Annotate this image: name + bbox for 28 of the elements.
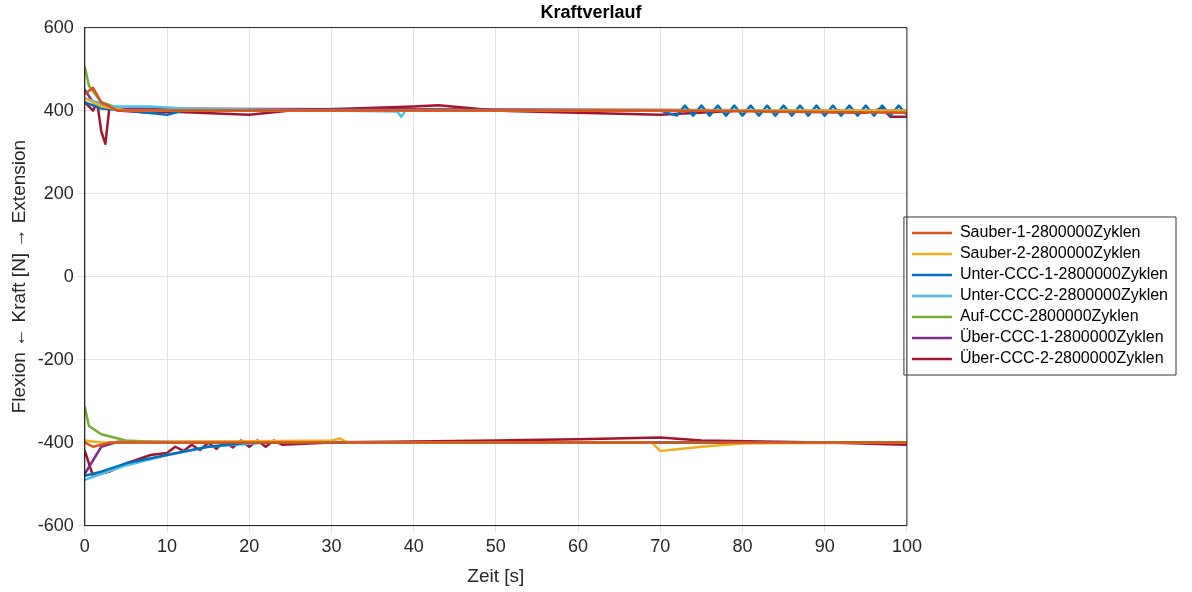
- y-tick-label: -400: [37, 431, 74, 452]
- legend-label: Sauber-2-2800000Zyklen: [959, 244, 1141, 262]
- x-tick-label: 20: [239, 536, 260, 557]
- legend-label: Auf-CCC-2800000Zyklen: [959, 307, 1139, 325]
- y-tick-label: -600: [37, 514, 74, 535]
- x-tick-label: 100: [891, 536, 922, 557]
- x-tick-label: 40: [403, 536, 424, 557]
- x-tick-label: 30: [321, 536, 342, 557]
- legend-label: Unter-CCC-2-2800000Zyklen: [959, 286, 1169, 304]
- x-axis-title: Zeit [s]: [467, 564, 525, 586]
- x-tick-label: 90: [814, 536, 835, 557]
- y-tick-label: 400: [43, 99, 74, 120]
- x-tick-label: 10: [157, 536, 178, 557]
- legend-label: Sauber-1-2800000Zyklen: [959, 223, 1141, 241]
- x-tick-label: 0: [79, 536, 90, 557]
- y-tick-label: 200: [43, 182, 74, 203]
- y-axis-title: Flexion ← Kraft [N] → Extension: [7, 139, 29, 414]
- legend-label: Über-CCC-1-2800000Zyklen: [959, 328, 1164, 346]
- x-tick-label: 70: [650, 536, 671, 557]
- x-tick-label: 80: [732, 536, 753, 557]
- x-tick-label: 60: [568, 536, 589, 557]
- legend-label: Über-CCC-2-2800000Zyklen: [959, 349, 1164, 367]
- x-tick-label: 50: [485, 536, 506, 557]
- y-tick-label: 0: [63, 265, 74, 286]
- y-tick-label: -200: [37, 348, 74, 369]
- y-tick-label: 600: [43, 16, 74, 37]
- legend-label: Unter-CCC-1-2800000Zyklen: [959, 265, 1169, 283]
- chart-title: Kraftverlauf: [540, 1, 643, 22]
